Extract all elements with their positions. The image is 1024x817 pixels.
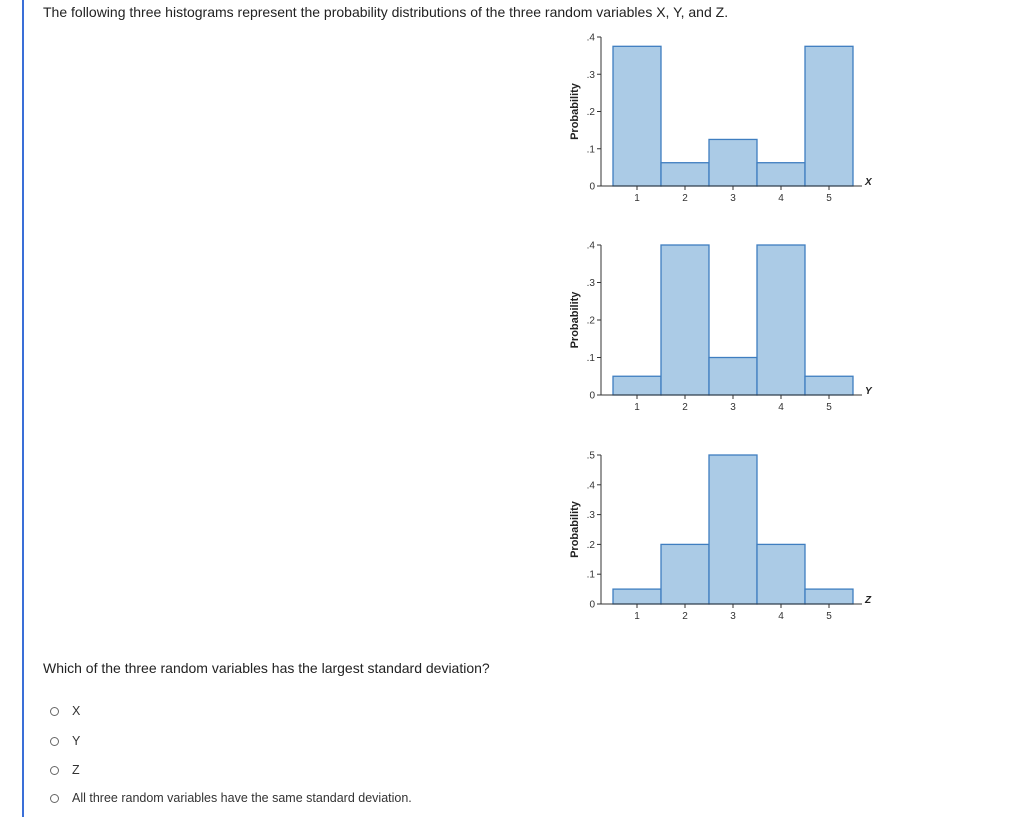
histogram-bar bbox=[660, 244, 710, 396]
option-x[interactable]: X bbox=[50, 704, 80, 718]
y-tick-label: .3 bbox=[587, 278, 596, 289]
histogram-bar bbox=[804, 588, 854, 605]
y-tick-label: .2 bbox=[587, 107, 596, 118]
option-same-std[interactable]: All three random variables have the same… bbox=[50, 791, 412, 805]
y-tick-label: .4 bbox=[587, 241, 596, 252]
question-prompt: Which of the three random variables has … bbox=[43, 660, 490, 676]
radio-button-icon[interactable] bbox=[50, 706, 59, 716]
y-axis-label: Probability bbox=[569, 500, 581, 558]
histogram-bar bbox=[612, 45, 662, 187]
y-tick-label: 0 bbox=[589, 182, 595, 193]
y-tick-label: .2 bbox=[587, 316, 596, 327]
x-tick-label: 5 bbox=[826, 193, 832, 204]
x-tick-label: 1 bbox=[634, 402, 640, 413]
y-tick-label: .1 bbox=[587, 570, 596, 581]
y-axis-label: Probability bbox=[569, 82, 581, 140]
x-tick-label: 4 bbox=[778, 193, 784, 204]
histogram-bar bbox=[708, 454, 758, 605]
y-axis-label: Probability bbox=[569, 291, 581, 349]
y-tick-label: 0 bbox=[589, 391, 595, 402]
histogram-bar bbox=[756, 543, 806, 605]
x-axis-label: X bbox=[864, 177, 873, 188]
x-tick-label: 3 bbox=[730, 402, 736, 413]
radio-button-icon[interactable] bbox=[50, 736, 59, 746]
x-tick-label: 1 bbox=[634, 611, 640, 622]
y-tick-label: .3 bbox=[587, 70, 596, 81]
y-tick-label: 0 bbox=[589, 600, 595, 611]
y-tick-label: .4 bbox=[587, 480, 596, 491]
x-tick-label: 2 bbox=[682, 402, 688, 413]
histogram-bar bbox=[660, 543, 710, 605]
x-tick-label: 2 bbox=[682, 611, 688, 622]
x-tick-label: 5 bbox=[826, 402, 832, 413]
option-z[interactable]: Z bbox=[50, 763, 80, 777]
x-tick-label: 1 bbox=[634, 193, 640, 204]
x-tick-label: 5 bbox=[826, 611, 832, 622]
option-y[interactable]: Y bbox=[50, 734, 80, 748]
option-label: Z bbox=[72, 763, 80, 777]
y-tick-label: .2 bbox=[587, 540, 596, 551]
x-tick-label: 3 bbox=[730, 611, 736, 622]
y-tick-label: .3 bbox=[587, 510, 596, 521]
x-tick-label: 4 bbox=[778, 402, 784, 413]
x-axis-label: Z bbox=[864, 595, 872, 606]
x-tick-label: 3 bbox=[730, 193, 736, 204]
option-label: X bbox=[72, 704, 81, 718]
option-label: All three random variables have the same… bbox=[72, 791, 412, 805]
radio-button-icon[interactable] bbox=[50, 793, 59, 803]
x-tick-label: 4 bbox=[778, 611, 784, 622]
y-tick-label: .1 bbox=[587, 144, 596, 155]
left-accent-rule bbox=[22, 0, 24, 817]
question-intro: The following three histograms represent… bbox=[43, 4, 729, 20]
y-tick-label: .1 bbox=[587, 353, 596, 364]
histogram-bar bbox=[804, 45, 854, 187]
histogram-bar bbox=[612, 588, 662, 605]
y-tick-label: .4 bbox=[587, 33, 596, 44]
histogram-bar bbox=[708, 356, 758, 396]
radio-button-icon[interactable] bbox=[50, 765, 59, 775]
x-axis-label: Y bbox=[865, 386, 873, 397]
option-label: Y bbox=[72, 734, 81, 748]
histogram-bar bbox=[756, 244, 806, 396]
y-tick-label: .5 bbox=[587, 451, 596, 462]
x-tick-label: 2 bbox=[682, 193, 688, 204]
